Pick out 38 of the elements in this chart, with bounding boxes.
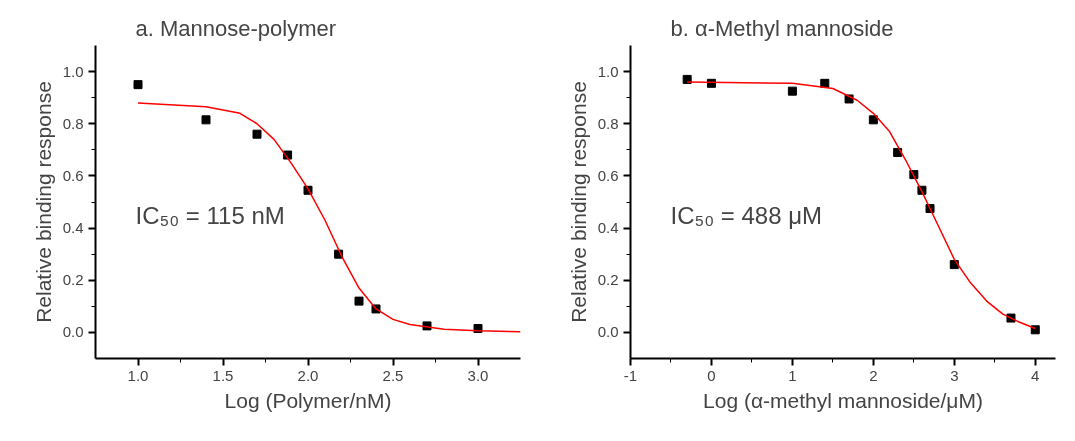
y-tick-label: 1.0 [597, 62, 619, 80]
y-axis-title: Relative binding response [31, 81, 55, 323]
point [868, 115, 878, 125]
x-tick-label: 2.5 [382, 366, 404, 384]
point [133, 80, 143, 90]
y-tick-label: 0.2 [597, 271, 619, 289]
x-tick-label: 1.5 [212, 366, 234, 384]
point [787, 86, 797, 96]
point [252, 129, 262, 139]
annotation: IC₅₀ = 115 nM [135, 201, 285, 229]
x-tick-label: 0 [707, 366, 716, 384]
x-tick-label: -1 [623, 366, 638, 384]
y-tick-label: 1.0 [62, 62, 84, 80]
point [354, 296, 364, 306]
x-tick-label: 3 [950, 366, 959, 384]
x-tick-label: 2.0 [297, 366, 319, 384]
chart-title: a. Mannose-polymer [135, 15, 337, 41]
chart-title: b. α-Methyl mannoside [670, 15, 894, 41]
x-tick-label: 4 [1031, 366, 1040, 384]
y-tick-label: 0.6 [62, 166, 84, 184]
annotation: IC₅₀ = 488 μM [670, 201, 823, 229]
y-tick-label: 0.8 [62, 114, 84, 132]
x-tick-label: 2 [869, 366, 878, 384]
y-tick-label: 0.0 [62, 323, 84, 341]
x-tick-label: 1.0 [127, 366, 149, 384]
x-axis-title: Log (Polymer/nM) [224, 388, 392, 412]
y-tick-label: 0.6 [597, 166, 619, 184]
y-tick-label: 0.2 [62, 271, 84, 289]
y-tick-label: 0.4 [62, 219, 84, 237]
point [201, 115, 211, 125]
y-tick-label: 0.8 [597, 114, 619, 132]
y-tick-label: 0.0 [597, 323, 619, 341]
line-series [137, 102, 521, 333]
y-tick-label: 0.4 [597, 219, 619, 237]
y-axis-title: Relative binding response [566, 81, 590, 323]
x-tick-label: 1 [788, 366, 797, 384]
x-tick-label: 3.0 [467, 366, 489, 384]
x-axis-title: Log (α-methyl mannoside/μM) [703, 388, 983, 412]
